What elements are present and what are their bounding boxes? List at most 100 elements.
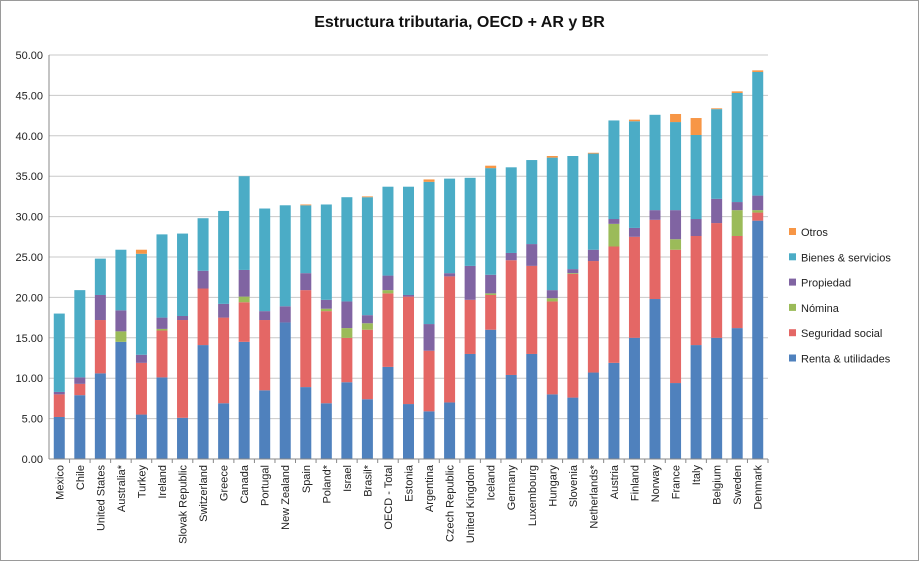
bar-segment	[587, 153, 599, 250]
bar-segment	[567, 397, 579, 459]
bar-segment	[628, 227, 640, 237]
bar-segment	[94, 373, 106, 459]
bar-segment	[752, 195, 764, 211]
bar-segment	[361, 399, 373, 459]
bar-segment	[361, 323, 373, 330]
y-tick-label: 40.00	[15, 131, 43, 143]
y-tick-label: 15.00	[15, 333, 43, 345]
bar-segment	[587, 152, 599, 154]
bar-segment	[485, 293, 497, 295]
bar-segment	[300, 273, 312, 291]
bar-segment	[94, 294, 106, 321]
bar-segment	[320, 311, 332, 404]
legend-label: Renta & utilidades	[801, 354, 891, 366]
legend-label: Bienes & servicios	[801, 252, 891, 264]
bar-segment	[115, 249, 127, 311]
bar-segment	[752, 71, 764, 196]
bar-segment	[526, 160, 538, 245]
bar-segment	[649, 114, 661, 211]
x-tick-label: Iceland	[486, 465, 498, 500]
bar-segment	[752, 70, 764, 72]
bar-segment	[403, 186, 414, 295]
bar-segment	[341, 328, 353, 338]
bar-segment	[546, 290, 558, 299]
bar-segment	[628, 119, 640, 122]
bar-segment	[567, 156, 579, 270]
bar-segment	[752, 220, 764, 459]
bar-segment	[608, 120, 620, 220]
bar-segment	[567, 269, 579, 274]
bar-segment	[505, 252, 517, 261]
x-tick-label: Brasil*	[362, 464, 374, 497]
x-tick-label: Italy	[691, 465, 703, 486]
bar-segment	[690, 235, 702, 346]
x-tick-label: Turkey	[136, 465, 148, 499]
bar-segment	[587, 249, 599, 262]
bar-segment	[74, 377, 86, 384]
bar-segment	[197, 288, 209, 346]
bar-segment	[608, 246, 620, 363]
bar-segment	[526, 265, 538, 354]
y-tick-label: 0.00	[22, 454, 43, 466]
bar-segment	[649, 210, 661, 220]
x-tick-label: Switzerland	[198, 465, 210, 522]
x-tick-label: Israel	[342, 465, 354, 492]
bar-segment	[361, 329, 373, 400]
x-tick-label: Portugal	[260, 465, 272, 506]
bar-segment	[546, 156, 558, 158]
bar-segment	[94, 320, 106, 374]
bar-segment	[382, 290, 394, 294]
bar-segment	[259, 320, 271, 391]
bar-segment	[135, 414, 147, 459]
bar-segment	[361, 197, 373, 316]
bar-segment	[135, 362, 147, 415]
bar-segment	[731, 91, 743, 93]
y-tick-label: 50.00	[15, 50, 43, 62]
bar-segment	[444, 276, 456, 403]
x-tick-label: Poland*	[321, 464, 333, 503]
bar-segment	[423, 324, 435, 351]
bar-segment	[485, 165, 497, 169]
bar-segment	[670, 210, 682, 240]
bar-segment	[690, 345, 702, 459]
x-tick-label: United Kingdom	[465, 465, 477, 543]
bar-segment	[53, 394, 65, 417]
legend: Otros Bienes & servicios Propiedad Nómina Se…	[789, 227, 891, 366]
bar-segment	[238, 302, 250, 342]
x-tick-label: France	[671, 465, 683, 499]
bar-segment	[546, 157, 558, 291]
x-tick-label: Australia*	[116, 464, 128, 512]
bar-segment	[711, 223, 723, 338]
bar-segment	[259, 390, 271, 459]
bar-segment	[259, 208, 271, 312]
bar-segment	[731, 235, 743, 329]
y-tick-label: 20.00	[15, 292, 43, 304]
bar-segment	[238, 296, 250, 303]
bar-segment	[197, 270, 209, 289]
bar-segment	[464, 265, 476, 300]
legend-swatch	[789, 354, 796, 362]
x-tick-label: Spain	[301, 465, 313, 493]
bar-segment	[711, 109, 723, 199]
bar-segment	[423, 181, 435, 325]
bar-segment	[505, 167, 517, 253]
bar-segment	[444, 178, 456, 274]
bar-segment	[156, 328, 168, 331]
legend-label: Nómina	[801, 303, 840, 315]
legend-label: Seguridad social	[801, 328, 882, 340]
legend-swatch	[789, 228, 796, 235]
y-tick-label: 25.00	[15, 252, 43, 264]
x-tick-label: Canada	[239, 464, 251, 503]
bar-segment	[587, 261, 599, 373]
bar-segment	[711, 198, 723, 224]
bar-segment	[690, 118, 702, 135]
bar-segment	[135, 354, 147, 363]
x-tick-label: Argentina	[424, 464, 436, 512]
bar-segment	[505, 374, 517, 459]
bar-segment	[320, 308, 332, 312]
bar-segment	[382, 293, 394, 367]
x-tick-label: Ireland	[157, 465, 169, 499]
x-tick-label: Mexico	[54, 465, 66, 500]
bar-segment	[670, 249, 682, 384]
